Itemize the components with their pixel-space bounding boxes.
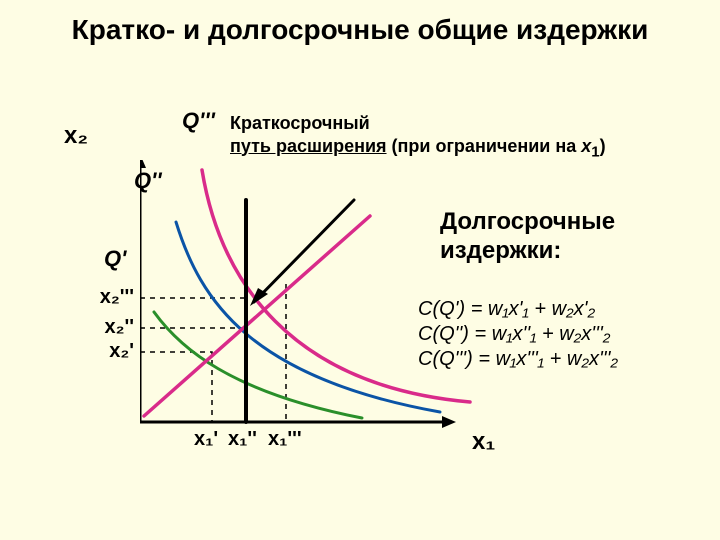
isoquant-qpp (176, 222, 440, 412)
x-tick: x₁' (194, 428, 218, 451)
axes (140, 160, 456, 428)
x-tick: x₁''' (268, 428, 302, 451)
slide-title: Кратко- и долгосрочные общие издержки (0, 14, 720, 46)
curve-label-qppp: Q''' (182, 108, 215, 134)
chart-svg (140, 160, 480, 470)
y-axis-label: x₂ (64, 122, 88, 150)
curve-label-qp: Q' (104, 246, 126, 272)
chart: x₂'''x₂''x₂' x₁'x₁''x₁''' (140, 160, 480, 470)
x-tick: x₁'' (228, 428, 257, 451)
y-tick: x₂''' (88, 286, 134, 309)
short-run-line1: Краткосрочный (230, 112, 606, 135)
curves (144, 170, 470, 422)
annotation-arrow (254, 200, 354, 302)
short-run-annotation: Краткосрочный путь расширения (при огран… (230, 112, 606, 162)
isoquant-qppp (202, 170, 470, 402)
short-run-line2: путь расширения (при ограничении на x1) (230, 135, 606, 162)
slide-root: Кратко- и долгосрочные общие издержки x₂… (0, 0, 720, 540)
y-tick: x₂' (88, 340, 134, 363)
isoquant-qp (154, 312, 362, 418)
y-tick: x₂'' (88, 316, 134, 339)
